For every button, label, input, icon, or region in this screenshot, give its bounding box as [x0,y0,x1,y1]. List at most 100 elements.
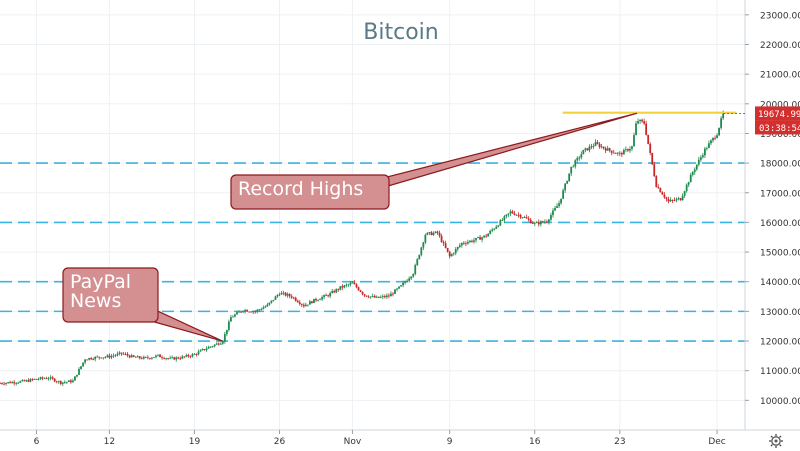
candle [227,319,230,332]
candle [100,357,103,359]
candle [11,381,14,384]
candle [483,235,486,239]
candle [556,203,558,209]
candle [181,354,184,360]
candle [333,289,336,294]
candle [590,143,593,150]
candle [450,253,453,257]
candle [624,146,627,153]
candle [653,161,656,177]
candle [452,252,455,256]
candle [353,280,356,285]
candle [489,229,492,235]
candle [124,352,127,356]
candle [242,310,244,314]
candle [298,299,301,306]
candle [211,345,214,348]
time-tick-label: 26 [274,437,286,447]
candle [554,205,556,212]
candle [428,231,431,236]
candle [315,297,317,302]
candle [254,310,257,314]
time-axis[interactable]: 6 12 19 26 Nov 9 16 23 Dec [34,430,726,447]
candle [234,313,236,318]
candle [708,140,710,149]
settings-gear-icon[interactable] [769,434,783,448]
candle [432,231,435,237]
candle [558,200,560,208]
candle [552,208,554,218]
candle [661,191,664,195]
price-tick-label: 11000.00 [760,367,800,377]
candle [586,148,589,151]
candle [519,213,522,219]
price-tick-label: 23000.00 [760,11,800,21]
candle [487,233,490,237]
candle [616,151,619,156]
candle [25,379,28,383]
paypal-news-callout-box [62,267,159,323]
price-axis[interactable]: 10000.00 11000.00 12000.00 13000.00 14000.00… [745,11,800,407]
candle [321,295,323,302]
candle [608,147,611,153]
candle [37,377,40,381]
candle [244,308,246,314]
gridlines [0,0,745,430]
candle [157,354,159,357]
candle [288,293,291,299]
candle [250,310,253,313]
candle [213,344,216,348]
candle [381,294,384,300]
candle [262,305,265,310]
candle [513,210,516,216]
candle [491,227,494,233]
candle [225,329,228,337]
candle [622,148,625,155]
candle [5,382,7,386]
candle [3,381,5,386]
candle [687,181,690,188]
candle [94,356,97,362]
candle [33,378,36,380]
price-tick-label: 17000.00 [760,189,800,199]
candle [446,247,449,253]
candle [511,209,514,214]
candle [215,342,218,345]
candle [59,380,62,386]
candle [278,292,281,297]
candle [716,133,718,139]
last-price-value: 19674.99 [758,110,800,120]
time-tick-label: 23 [614,437,625,447]
candle [304,302,307,307]
candle [509,209,512,216]
candle [471,239,473,243]
time-tick-label: Nov [344,437,362,447]
candle [430,231,433,236]
candle [72,378,74,383]
candle [280,291,283,295]
candle [703,146,706,158]
candle [256,308,259,314]
candle [15,382,18,386]
candle [47,376,50,381]
chart-title: Bitcoin [363,20,438,45]
candle [635,121,637,136]
candle [641,118,644,123]
candle [1,382,3,385]
countdown-value: 03:38:54 [759,124,800,134]
candle [134,356,137,358]
candle [699,155,702,163]
candle [335,288,338,294]
price-tick-label: 10000.00 [760,397,800,407]
candle [562,188,565,200]
candle [560,198,562,205]
candle [171,355,174,359]
price-tick-label: 19000.00 [760,130,800,140]
candle [240,311,242,313]
candle [697,156,700,167]
candle [41,376,44,381]
candle [610,150,613,156]
candle [576,156,579,163]
candle [165,357,167,361]
